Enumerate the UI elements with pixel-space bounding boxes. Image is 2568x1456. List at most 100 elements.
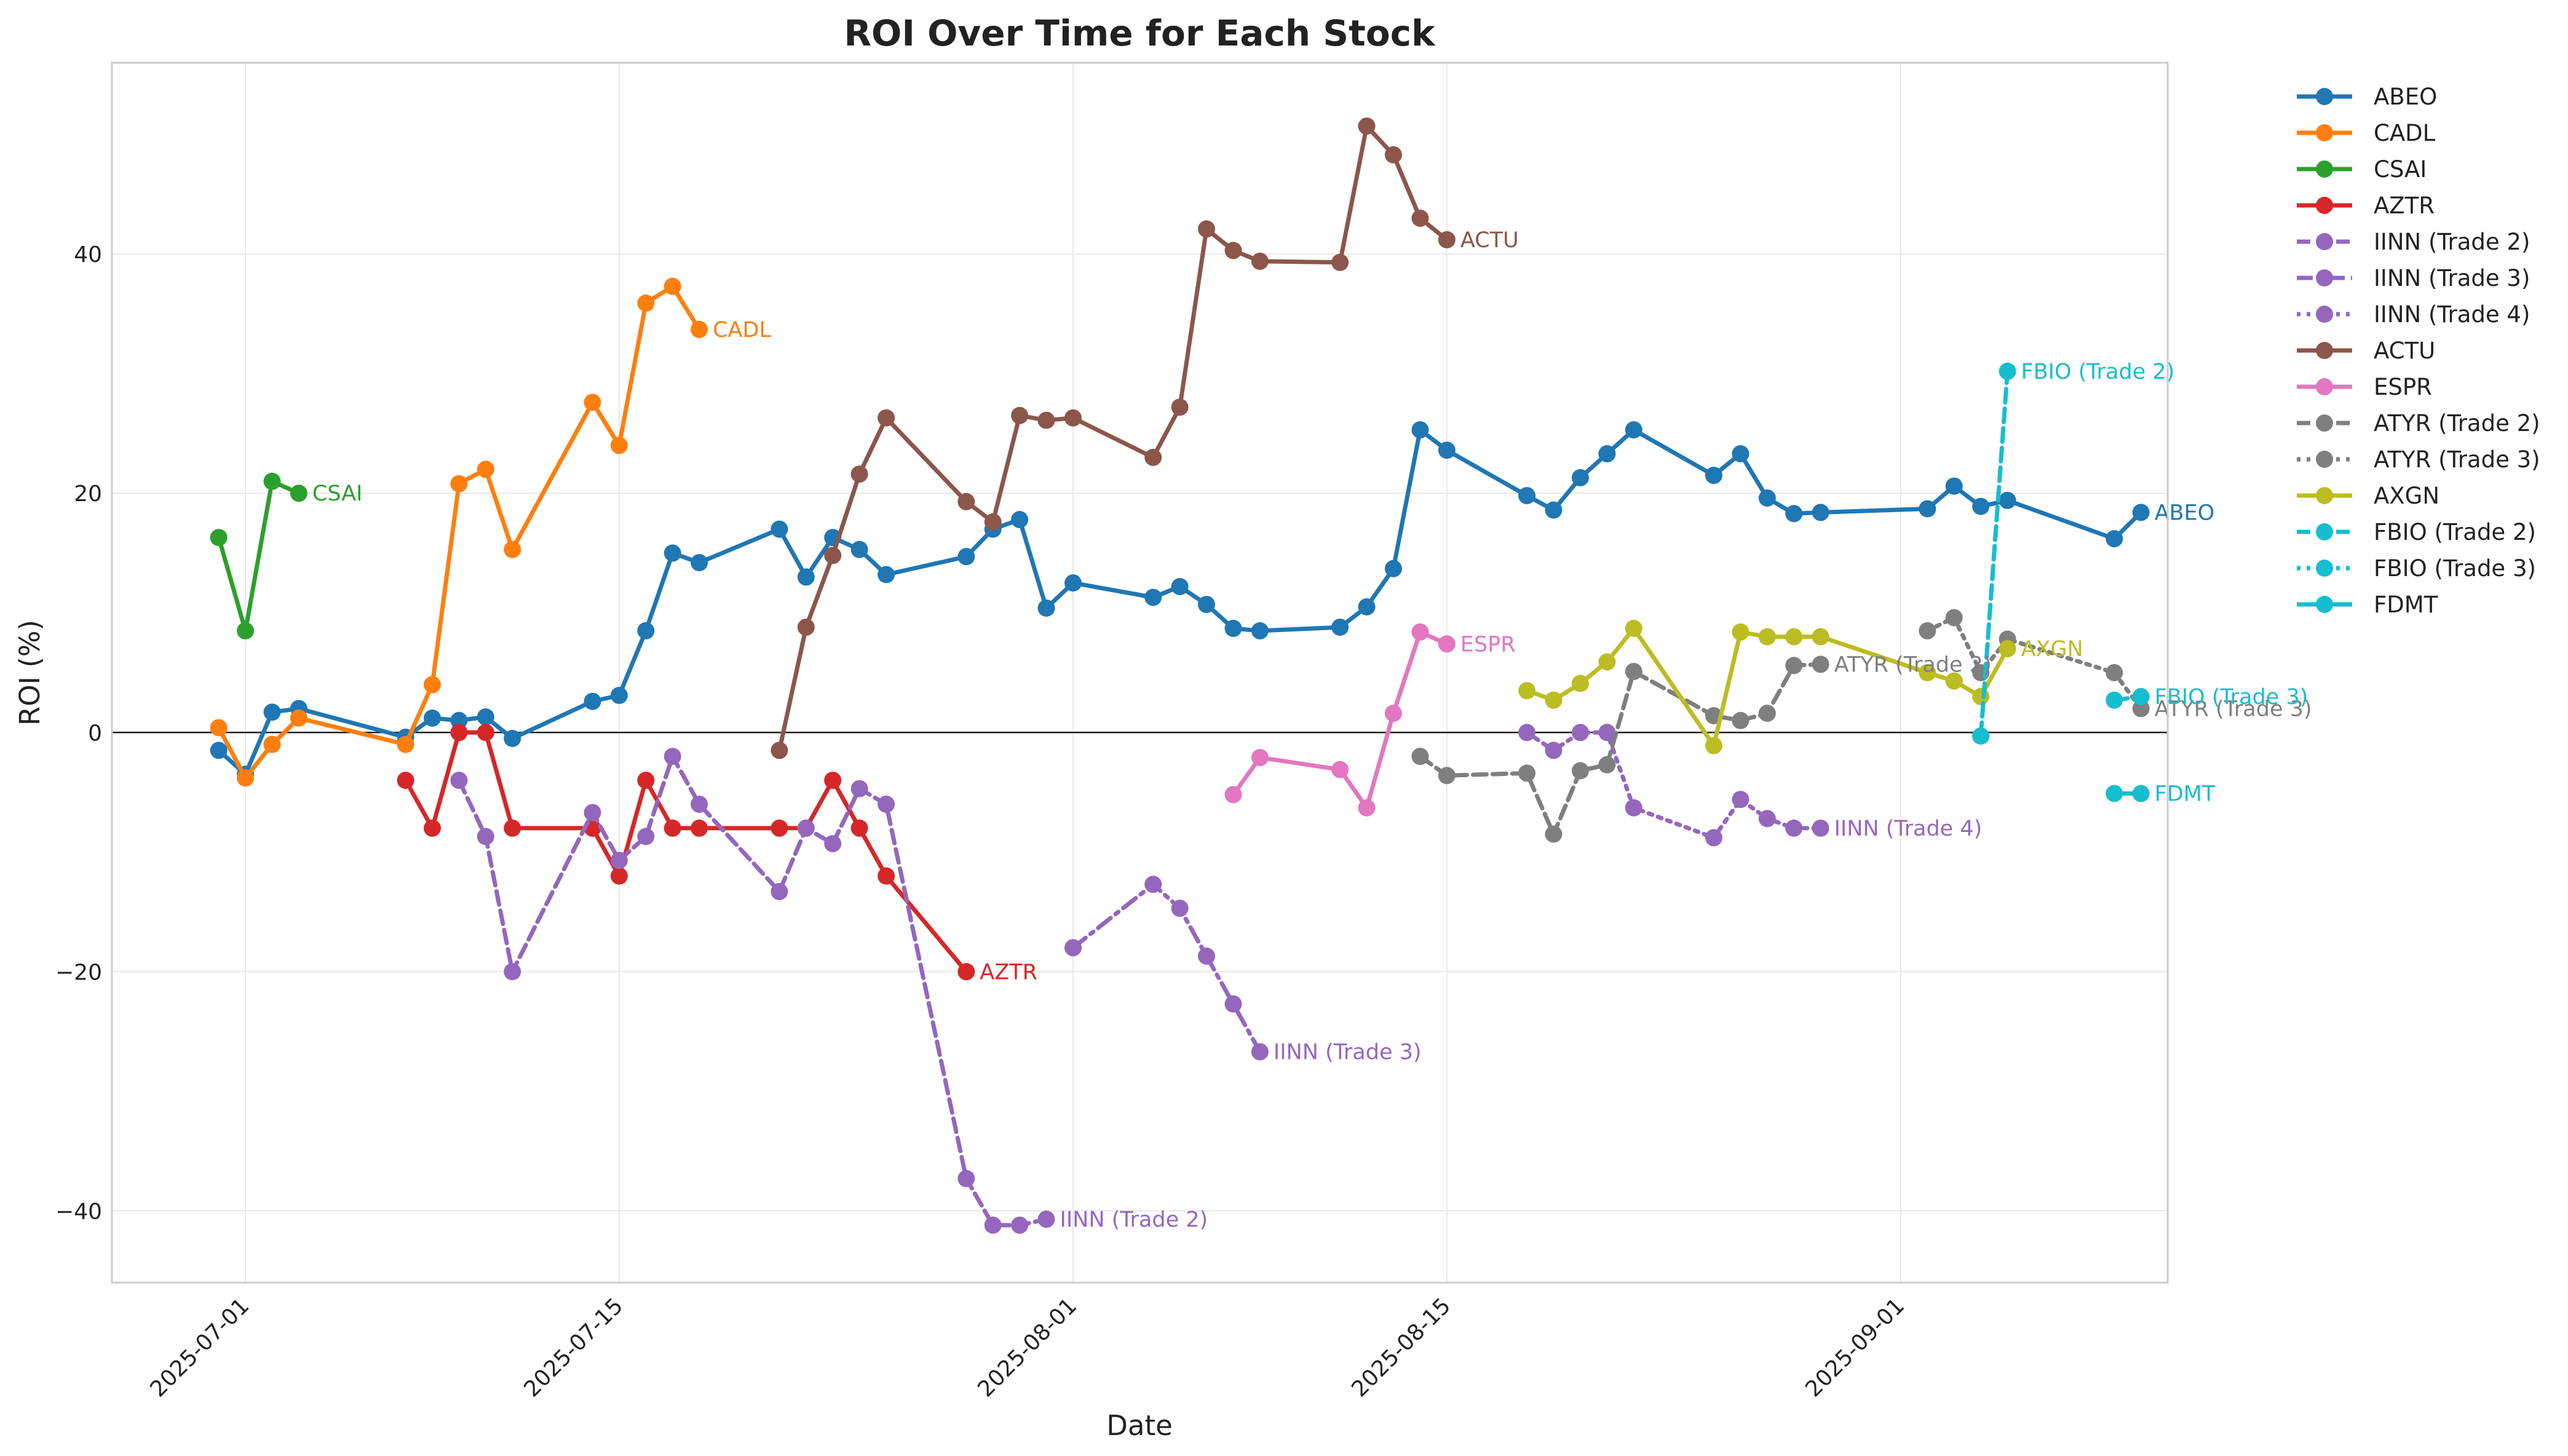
- data-point-atyr-trade-2: [1438, 767, 1456, 785]
- data-point-abeo: [1999, 491, 2016, 509]
- data-point-atyr-trade-2: [1785, 657, 1803, 675]
- data-point-iinn-trade-3: [1144, 876, 1162, 893]
- data-point-atyr-trade-2: [1758, 705, 1776, 722]
- data-point-iinn-trade-2: [1011, 1216, 1029, 1234]
- y-tick-label: 40: [74, 242, 102, 267]
- legend-label-atyr-trade-2: ATYR (Trade 2): [2374, 410, 2540, 437]
- series-label-fdmt: FDMT: [2155, 782, 2216, 807]
- legend-item-atyr-trade-3: ATYR (Trade 3): [2297, 446, 2540, 473]
- legend-item-fdmt: FDMT: [2297, 592, 2438, 618]
- data-point-abeo: [1972, 497, 1990, 515]
- legend-label-csai: CSAI: [2374, 156, 2427, 183]
- series-label-fbio-trade-2: FBIO (Trade 2): [2021, 360, 2175, 384]
- data-point-abeo: [1732, 445, 1750, 462]
- data-point-abeo: [957, 548, 975, 566]
- series-line-fbio-trade-2: [1978, 369, 2010, 738]
- data-point-atyr-trade-3: [2106, 664, 2123, 681]
- plot-frame: [111, 61, 2169, 1284]
- data-point-aztr: [878, 867, 895, 885]
- data-point-actu: [1011, 406, 1029, 424]
- series-line-actu: [777, 124, 1449, 753]
- data-point-atyr-trade-3: [1945, 609, 1963, 627]
- series-abeo: [210, 421, 2150, 783]
- data-point-axgn: [1732, 623, 1750, 641]
- data-point-espr: [1224, 786, 1242, 804]
- legend-item-aztr: AZTR: [2297, 192, 2435, 219]
- data-point-atyr-trade-2: [1518, 764, 1536, 782]
- series-label-axgn: AXGN: [2021, 637, 2083, 662]
- data-point-abeo: [878, 566, 895, 584]
- data-point-actu: [957, 493, 975, 510]
- data-point-cadl: [477, 461, 494, 478]
- series-label-cadl: CADL: [713, 318, 771, 342]
- data-point-abeo: [1945, 477, 1963, 495]
- data-point-axgn: [1545, 691, 1563, 709]
- data-point-iinn-trade-4: [1545, 742, 1563, 759]
- data-point-abeo: [450, 711, 468, 729]
- legend-marker-iinn-trade-4: [2316, 306, 2333, 323]
- y-axis-ticks: −40 −20 0 20 40: [55, 242, 102, 1224]
- data-point-aztr: [424, 819, 441, 837]
- data-point-abeo: [1625, 421, 1643, 439]
- legend-item-iinn-trade-3: IINN (Trade 3): [2297, 265, 2530, 291]
- series-line-atyr-trade-2: [1417, 662, 1823, 837]
- data-point-fbio-trade-2: [1972, 727, 1990, 745]
- data-point-axgn: [1758, 628, 1776, 646]
- data-point-espr: [1331, 761, 1349, 778]
- legend-marker-iinn-trade-2: [2316, 233, 2333, 250]
- data-point-abeo: [1785, 505, 1803, 523]
- data-point-abeo: [1518, 487, 1536, 505]
- data-point-aztr: [450, 724, 468, 742]
- data-point-cadl: [424, 676, 441, 694]
- data-point-actu: [1037, 411, 1055, 429]
- data-point-aztr: [637, 772, 655, 789]
- data-point-actu: [824, 547, 842, 564]
- series-iinn-trade-3: [1064, 876, 1269, 1061]
- data-point-actu: [1331, 253, 1349, 271]
- series-iinn-trade-2: [450, 748, 1055, 1234]
- data-point-axgn: [1571, 675, 1589, 692]
- data-point-iinn-trade-2: [797, 819, 815, 837]
- data-point-fbio-trade-2: [1999, 362, 2016, 380]
- data-point-espr: [1384, 705, 1402, 722]
- data-point-actu: [1251, 252, 1269, 270]
- data-point-fdmt: [2106, 785, 2123, 802]
- series-iinn-trade-4: [1518, 724, 1829, 847]
- series-label-atyr-trade-3: ATYR (Trade 3): [2155, 697, 2312, 721]
- legend-label-cadl: CADL: [2374, 120, 2436, 146]
- legend-label-fdmt: FDMT: [2374, 592, 2438, 618]
- series-label-iinn-trade-4: IINN (Trade 4): [1834, 817, 1983, 841]
- legend-label-fbio-trade-2: FBIO (Trade 2): [2374, 519, 2536, 545]
- data-point-abeo: [504, 730, 521, 747]
- data-point-actu: [771, 742, 788, 759]
- data-point-cadl: [237, 769, 255, 787]
- data-point-abeo: [584, 692, 601, 710]
- data-point-iinn-trade-2: [664, 748, 681, 766]
- data-point-espr: [1358, 799, 1376, 817]
- data-point-axgn: [1919, 664, 1936, 681]
- data-point-abeo: [263, 703, 281, 721]
- data-point-aztr: [850, 819, 868, 837]
- data-point-csai: [263, 472, 281, 490]
- legend-marker-actu: [2316, 342, 2333, 359]
- data-point-iinn-trade-4: [1705, 829, 1722, 847]
- data-point-cadl: [504, 540, 521, 558]
- data-point-csai: [290, 485, 307, 502]
- data-point-abeo: [210, 742, 228, 759]
- data-point-aztr: [610, 867, 628, 885]
- chart-title: ROI Over Time for Each Stock: [844, 12, 1436, 54]
- series-cadl: [210, 277, 708, 787]
- data-point-csai: [237, 622, 255, 639]
- data-point-fdmt: [2132, 785, 2150, 802]
- data-point-actu: [1411, 209, 1429, 227]
- data-point-atyr-trade-2: [1732, 711, 1750, 729]
- data-point-aztr: [664, 819, 681, 837]
- data-point-actu: [878, 409, 895, 427]
- data-point-abeo: [1011, 511, 1029, 528]
- data-point-iinn-trade-3: [1224, 995, 1242, 1013]
- data-point-cadl: [263, 735, 281, 753]
- data-point-abeo: [1758, 489, 1776, 507]
- plot-background: [112, 63, 2168, 1283]
- legend-label-iinn-trade-4: IINN (Trade 4): [2374, 301, 2530, 328]
- data-point-cadl: [210, 719, 228, 737]
